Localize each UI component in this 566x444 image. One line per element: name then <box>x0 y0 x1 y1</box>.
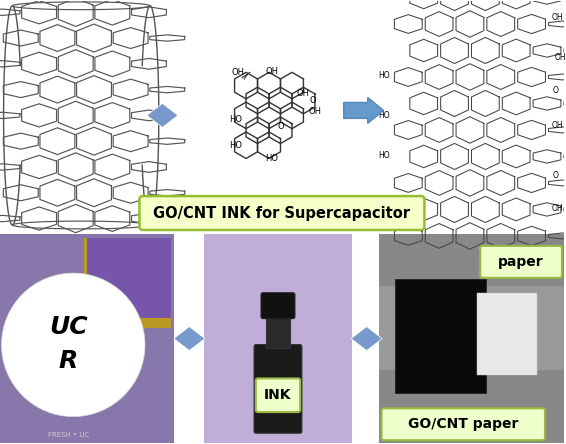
FancyBboxPatch shape <box>379 234 564 443</box>
Text: OH: OH <box>552 203 564 213</box>
Text: HO: HO <box>378 111 389 120</box>
Text: OH: OH <box>552 13 564 22</box>
Polygon shape <box>174 327 205 350</box>
FancyBboxPatch shape <box>261 293 295 319</box>
FancyBboxPatch shape <box>395 279 486 393</box>
Circle shape <box>2 273 145 416</box>
Text: O: O <box>310 96 316 105</box>
Text: HO: HO <box>378 151 389 160</box>
FancyBboxPatch shape <box>139 196 424 230</box>
Polygon shape <box>351 327 382 350</box>
Text: HO: HO <box>378 71 389 80</box>
Text: OH: OH <box>552 121 564 130</box>
FancyBboxPatch shape <box>0 234 174 443</box>
FancyBboxPatch shape <box>266 316 290 348</box>
Text: HO: HO <box>229 115 242 124</box>
Text: GO/CNT INK for Supercapacitor: GO/CNT INK for Supercapacitor <box>153 206 410 221</box>
Text: OH: OH <box>296 89 309 99</box>
Text: INK: INK <box>264 388 291 402</box>
FancyBboxPatch shape <box>477 293 537 375</box>
FancyBboxPatch shape <box>87 238 171 317</box>
FancyBboxPatch shape <box>381 408 545 440</box>
Text: HO: HO <box>265 154 278 163</box>
Text: O: O <box>553 170 559 180</box>
Text: OH: OH <box>555 53 566 62</box>
Text: O: O <box>553 86 559 95</box>
FancyBboxPatch shape <box>204 234 351 443</box>
Text: R: R <box>59 349 78 373</box>
Text: OH: OH <box>231 68 245 77</box>
FancyBboxPatch shape <box>256 378 300 412</box>
Text: FRESH • UC: FRESH • UC <box>48 432 89 438</box>
Text: GO/CNT paper: GO/CNT paper <box>408 417 518 431</box>
Text: UC: UC <box>49 315 88 339</box>
FancyBboxPatch shape <box>254 345 302 433</box>
FancyBboxPatch shape <box>379 286 564 370</box>
Text: OH: OH <box>265 67 278 75</box>
Polygon shape <box>147 103 178 127</box>
FancyArrow shape <box>344 98 384 123</box>
Text: O: O <box>277 122 284 131</box>
Text: paper: paper <box>498 255 544 269</box>
Text: HO: HO <box>229 141 242 150</box>
FancyBboxPatch shape <box>480 246 562 278</box>
FancyBboxPatch shape <box>84 238 171 328</box>
Text: OH: OH <box>309 107 322 115</box>
